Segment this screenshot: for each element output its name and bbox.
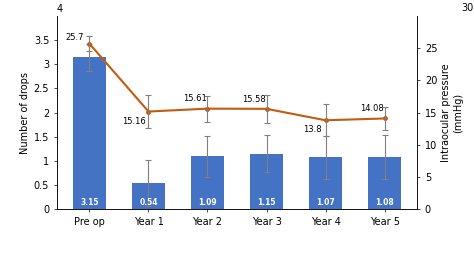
Text: 4: 4: [57, 4, 63, 14]
Y-axis label: Intraocular pressure
(mmHg): Intraocular pressure (mmHg): [441, 63, 463, 162]
Bar: [368, 157, 401, 209]
Text: 1.15: 1.15: [257, 198, 276, 207]
Bar: [191, 157, 224, 209]
Y-axis label: Number of drops: Number of drops: [19, 72, 29, 154]
Bar: [250, 154, 283, 209]
Text: 1.08: 1.08: [375, 198, 394, 207]
Text: 15.61: 15.61: [182, 95, 206, 103]
Bar: [309, 157, 342, 209]
Bar: [132, 183, 165, 209]
Bar: [73, 57, 106, 209]
Text: 0.54: 0.54: [139, 198, 158, 207]
Text: 1.09: 1.09: [198, 198, 217, 207]
Legend: Number of Drops, IOP: Number of Drops, IOP: [156, 267, 318, 268]
Text: 15.58: 15.58: [242, 95, 265, 104]
Text: 13.8: 13.8: [303, 125, 322, 135]
Text: 3.15: 3.15: [80, 198, 99, 207]
Text: 25.7: 25.7: [65, 34, 84, 42]
Text: 30: 30: [461, 3, 473, 13]
Text: 14.08: 14.08: [360, 104, 383, 113]
Text: 15.16: 15.16: [122, 117, 146, 126]
Text: 1.07: 1.07: [316, 198, 335, 207]
